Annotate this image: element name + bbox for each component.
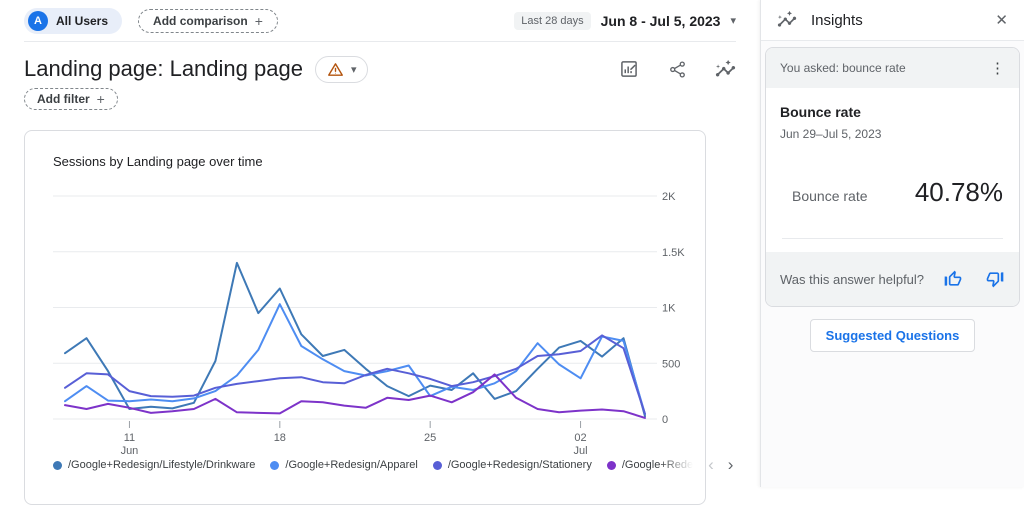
add-filter-button[interactable]: Add filter +: [24, 88, 118, 110]
warning-triangle-icon: [327, 61, 344, 78]
report-title-row: Landing page: Landing page ▾: [24, 52, 736, 86]
legend-item-drinkware[interactable]: /Google+Redesign/Lifestyle/Drinkware: [53, 459, 255, 471]
svg-text:1K: 1K: [662, 303, 676, 315]
date-range-preset-badge: Last 28 days: [514, 11, 591, 30]
insights-sparkline-icon[interactable]: [714, 58, 736, 80]
chart-legend: /Google+Redesign/Lifestyle/Drinkware /Go…: [53, 455, 733, 475]
all-users-segment-chip[interactable]: A All Users: [24, 7, 123, 34]
svg-text:18: 18: [274, 432, 286, 444]
thumbs-down-icon[interactable]: [985, 269, 1005, 289]
add-comparison-button[interactable]: Add comparison +: [138, 8, 278, 33]
legend-label: /Google+Redesign/Apparel: [285, 459, 418, 471]
sessions-line-chart[interactable]: 0 500 1K 1.5K 2K 11 Jun 18 25 02 Jul: [25, 176, 705, 461]
feedback-prompt: Was this answer helpful?: [780, 271, 925, 287]
legend-pagination: ‹ ›: [708, 455, 733, 475]
legend-dot: [270, 460, 280, 470]
insights-title: Insights: [811, 11, 863, 29]
svg-text:500: 500: [662, 358, 680, 370]
sessions-chart-card: Sessions by Landing page over time 0 500 1…: [24, 130, 733, 505]
svg-text:25: 25: [424, 432, 436, 444]
legend-prev-icon[interactable]: ‹: [708, 455, 714, 474]
legend-item-apparel[interactable]: /Google+Redesign/Apparel: [270, 459, 418, 471]
legend-next-icon[interactable]: ›: [727, 455, 734, 474]
legend-item-stationery[interactable]: /Google+Redesign/Stationery: [432, 459, 592, 471]
insights-panel: Insights ✕ You asked: bounce rate ⋮ Boun…: [760, 0, 1024, 487]
svg-text:11: 11: [124, 432, 135, 444]
all-users-avatar: A: [28, 10, 48, 31]
date-range-picker[interactable]: Last 28 days Jun 8 - Jul 5, 2023 ▾: [514, 11, 736, 30]
all-users-label: All Users: [56, 13, 109, 28]
insight-metric-row: Bounce rate 40.78%: [792, 177, 1003, 208]
add-filter-label: Add filter: [37, 92, 90, 106]
legend-label: /Google+Redesign/Lifestyle/Drinkware: [68, 459, 256, 471]
kebab-menu-icon[interactable]: ⋮: [990, 60, 1005, 77]
insight-card-header: You asked: bounce rate ⋮: [766, 48, 1019, 88]
main-report-area: A All Users Add comparison + Last 28 day…: [24, 0, 736, 505]
insight-feedback-row: Was this answer helpful?: [766, 252, 1019, 306]
legend-dot: [432, 460, 442, 470]
date-range-text: Jun 8 - Jul 5, 2023: [600, 12, 721, 29]
filter-bar: Add filter +: [24, 88, 118, 110]
page-title: Landing page: Landing page: [24, 56, 303, 81]
plus-icon: +: [254, 12, 263, 29]
legend-label: /Google+Rede: [621, 459, 694, 471]
customize-report-icon[interactable]: [618, 58, 640, 80]
svg-text:Jun: Jun: [121, 445, 139, 457]
chevron-down-icon: ▾: [730, 15, 736, 27]
thumbs-up-icon[interactable]: [943, 269, 963, 289]
suggested-questions-button[interactable]: Suggested Questions: [809, 319, 976, 352]
legend-label: /Google+Redesign/Stationery: [447, 459, 592, 471]
insight-date-range: Jun 29–Jul 5, 2023: [780, 127, 882, 141]
divider: [782, 238, 1003, 239]
svg-text:0: 0: [662, 414, 668, 426]
report-topbar: A All Users Add comparison + Last 28 day…: [24, 0, 736, 42]
you-asked-text: You asked: bounce rate: [780, 61, 906, 75]
legend-dot: [53, 460, 62, 470]
chart-title: Sessions by Landing page over time: [53, 154, 263, 169]
legend-dot: [606, 460, 616, 470]
feedback-buttons: [943, 269, 1005, 289]
svg-text:02: 02: [574, 432, 586, 444]
data-quality-warning-button[interactable]: ▾: [314, 55, 369, 83]
metric-label: Bounce rate: [792, 188, 868, 204]
close-icon[interactable]: ✕: [995, 12, 1008, 29]
svg-text:Jul: Jul: [574, 445, 588, 457]
add-comparison-label: Add comparison: [153, 13, 248, 28]
legend-item-truncated[interactable]: /Google+Rede: [606, 459, 694, 471]
plus-icon: +: [96, 91, 105, 107]
report-actions: [618, 58, 736, 80]
metric-value: 40.78%: [914, 177, 1003, 207]
suggested-questions-area: Suggested Questions: [761, 307, 1024, 352]
insight-answer-card: You asked: bounce rate ⋮ Bounce rate Jun…: [765, 47, 1020, 307]
insight-card-body: Bounce rate Jun 29–Jul 5, 2023 Bounce ra…: [766, 88, 1019, 239]
insights-panel-header: Insights ✕: [761, 0, 1024, 41]
share-icon[interactable]: [666, 58, 688, 80]
insights-sparkline-icon: [777, 10, 797, 30]
insight-metric-title: Bounce rate: [780, 104, 861, 120]
svg-text:2K: 2K: [662, 191, 676, 203]
chevron-down-icon: ▾: [350, 63, 357, 76]
svg-text:1.5K: 1.5K: [662, 247, 685, 259]
